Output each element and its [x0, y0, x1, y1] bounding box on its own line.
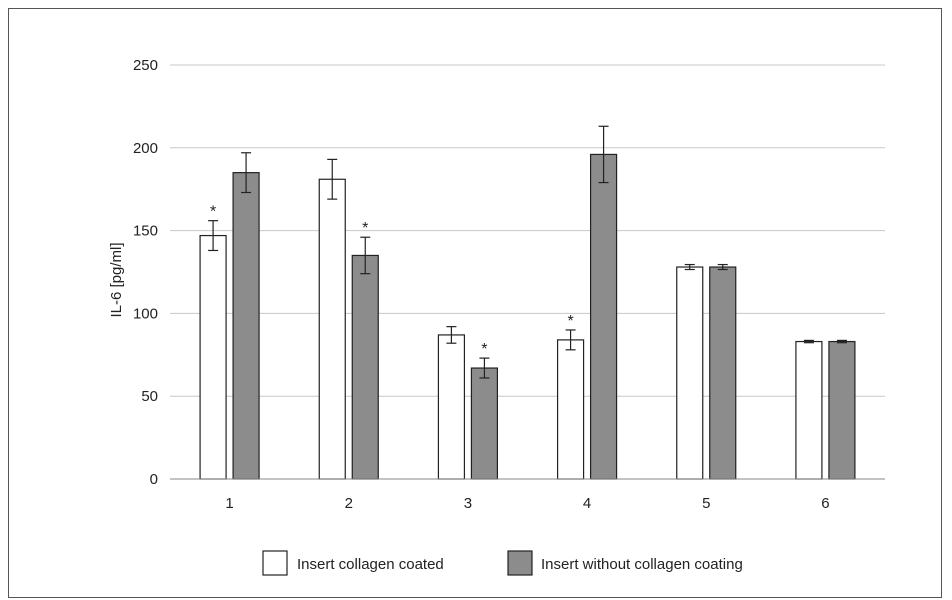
x-tick-label: 2	[345, 495, 353, 512]
legend-label-uncoated: Insert without collagen coating	[541, 556, 743, 573]
y-tick-label: 200	[133, 140, 158, 157]
x-tick-label: 5	[702, 495, 710, 512]
y-tick-label: 50	[141, 388, 158, 405]
y-tick-label: 0	[150, 471, 158, 488]
significance-marker: *	[210, 204, 216, 221]
bar-coated	[556, 339, 585, 480]
legend-swatch-coated	[262, 550, 288, 576]
legend-swatch-uncoated	[507, 550, 533, 576]
bar-uncoated	[709, 266, 737, 480]
y-tick-label: 150	[133, 223, 158, 240]
x-tick-label: 4	[583, 495, 591, 512]
y-axis-label: IL-6 [pg/ml]	[108, 242, 125, 317]
bar-uncoated	[232, 172, 260, 480]
x-tick-label: 6	[821, 495, 829, 512]
bar-uncoated	[351, 254, 379, 480]
x-tick-label: 1	[225, 495, 233, 512]
legend: Insert collagen coated Insert without co…	[262, 550, 743, 576]
y-tick-label: 100	[133, 305, 158, 322]
y-axis-ticks: 0 50 100 150 200 250	[133, 57, 158, 488]
significance-marker: *	[567, 313, 573, 330]
legend-label-coated: Insert collagen coated	[297, 556, 444, 573]
x-axis-ticks: 1 2 3 4 5 6	[225, 495, 829, 512]
bar-uncoated	[470, 367, 499, 480]
significance-marker: *	[362, 220, 368, 237]
y-tick-label: 250	[133, 57, 158, 74]
bar-coated	[437, 334, 466, 480]
bar-coated	[318, 178, 346, 480]
chart-frame	[8, 8, 942, 598]
bar-coated	[199, 234, 227, 480]
bar-coated	[676, 266, 704, 480]
bars: * * * *	[199, 125, 856, 480]
bar-uncoated	[828, 340, 856, 480]
bar-coated	[795, 340, 823, 480]
x-tick-label: 3	[464, 495, 472, 512]
significance-marker: *	[481, 341, 487, 358]
bar-uncoated	[589, 153, 618, 480]
gridlines	[170, 64, 885, 397]
